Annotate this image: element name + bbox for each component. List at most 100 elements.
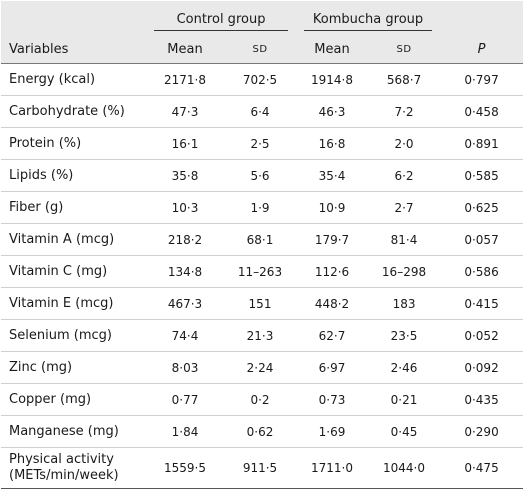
- value-cell: 16–298: [368, 255, 441, 288]
- variable-cell: Selenium (mcg): [1, 319, 146, 352]
- value-cell: 1·69: [296, 415, 369, 448]
- value-cell: 0·797: [440, 63, 524, 96]
- value-cell: 6·2: [368, 159, 441, 192]
- value-cell: 47·3: [146, 95, 224, 128]
- value-cell: 0·586: [440, 255, 524, 288]
- value-cell: 1559·5: [146, 447, 224, 489]
- value-cell: 68·1: [224, 223, 297, 256]
- table-row: Fiber (g) 10·3 1·9 10·9 2·7 0·625: [1, 191, 524, 224]
- value-cell: 1044·0: [368, 447, 441, 489]
- value-cell: 16·1: [146, 127, 224, 160]
- variable-cell: Carbohydrate (%): [1, 95, 146, 128]
- value-cell: 16·8: [296, 127, 369, 160]
- value-cell: 0·052: [440, 319, 524, 352]
- value-cell: 46·3: [296, 95, 369, 128]
- value-cell: 151: [224, 287, 297, 320]
- table-row: Manganese (mg) 1·84 0·62 1·69 0·45 0·290: [1, 415, 524, 448]
- variable-cell: Lipids (%): [1, 159, 146, 192]
- value-cell: 0·73: [296, 383, 369, 416]
- value-cell: 35·4: [296, 159, 369, 192]
- variable-cell: Manganese (mg): [1, 415, 146, 448]
- value-cell: 10·3: [146, 191, 224, 224]
- value-cell: 74·4: [146, 319, 224, 352]
- value-cell: 0·092: [440, 351, 524, 384]
- value-cell: 6·97: [296, 351, 369, 384]
- table-row: Energy (kcal) 2171·8 702·5 1914·8 568·7 0·797: [1, 63, 524, 96]
- table-row: Selenium (mcg) 74·4 21·3 62·7 23·5 0·052: [1, 319, 524, 352]
- value-cell: 11–263: [224, 255, 297, 288]
- value-cell: 0·891: [440, 127, 524, 160]
- value-cell: 2·5: [224, 127, 297, 160]
- value-cell: 8·03: [146, 351, 224, 384]
- variable-cell: Fiber (g): [1, 191, 146, 224]
- value-cell: 1711·0: [296, 447, 369, 489]
- value-cell: 0·625: [440, 191, 524, 224]
- variable-cell: Vitamin C (mg): [1, 255, 146, 288]
- value-cell: 5·6: [224, 159, 297, 192]
- variable-cell: Copper (mg): [1, 383, 146, 416]
- value-cell: 467·3: [146, 287, 224, 320]
- value-cell: 0·475: [440, 447, 524, 489]
- group-header: Control group: [146, 1, 296, 35]
- blank: [1, 1, 146, 35]
- column-header: P: [477, 41, 486, 57]
- variable-cell: Vitamin A (mcg): [1, 223, 146, 256]
- table-header: Control group Kombucha group Variables M…: [1, 1, 524, 64]
- column-header: Mean: [314, 41, 350, 57]
- variable-cell: Vitamin E (mcg): [1, 287, 146, 320]
- table-row: Vitamin E (mcg) 467·3 151 448·2 183 0·415: [1, 287, 524, 320]
- value-cell: 0·057: [440, 223, 524, 256]
- table-row: Lipids (%) 35·8 5·6 35·4 6·2 0·585: [1, 159, 524, 192]
- column-header: Variables: [9, 41, 69, 57]
- value-cell: 183: [368, 287, 441, 320]
- column-header: SD: [252, 43, 268, 55]
- value-cell: 2171·8: [146, 63, 224, 96]
- value-cell: 2·46: [368, 351, 441, 384]
- value-cell: 0·458: [440, 95, 524, 128]
- value-cell: 35·8: [146, 159, 224, 192]
- variable-cell: Zinc (mg): [1, 351, 146, 384]
- value-cell: 10·9: [296, 191, 369, 224]
- value-cell: 7·2: [368, 95, 441, 128]
- value-cell: 21·3: [224, 319, 297, 352]
- value-cell: 1914·8: [296, 63, 369, 96]
- group-label: Kombucha group: [304, 12, 433, 31]
- value-cell: 1·9: [224, 191, 297, 224]
- value-cell: 0·45: [368, 415, 441, 448]
- table-row: Copper (mg) 0·77 0·2 0·73 0·21 0·435: [1, 383, 524, 416]
- value-cell: 568·7: [368, 63, 441, 96]
- value-cell: 218·2: [146, 223, 224, 256]
- value-cell: 448·2: [296, 287, 369, 320]
- nutrition-table: Control group Kombucha group Variables M…: [1, 1, 524, 489]
- value-cell: 911·5: [224, 447, 297, 489]
- table-row: Physical activity (METs/min/week) 1559·5 9…: [1, 447, 524, 489]
- table-body: Energy (kcal) 2171·8 702·5 1914·8 568·7 0·797…: [1, 63, 524, 489]
- group-label: Control group: [154, 12, 289, 31]
- table-row: Vitamin C (mg) 134·8 11–263 112·6 16–298 0·58…: [1, 255, 524, 288]
- value-cell: 23·5: [368, 319, 441, 352]
- value-cell: 81·4: [368, 223, 441, 256]
- column-header: SD: [396, 43, 412, 55]
- value-cell: 0·435: [440, 383, 524, 416]
- value-cell: 0·290: [440, 415, 524, 448]
- variable-cell: Protein (%): [1, 127, 146, 160]
- value-cell: 0·21: [368, 383, 441, 416]
- value-cell: 0·77: [146, 383, 224, 416]
- table-row: Vitamin A (mcg) 218·2 68·1 179·7 81·4 0·057: [1, 223, 524, 256]
- value-cell: 0·585: [440, 159, 524, 192]
- value-cell: 0·415: [440, 287, 524, 320]
- value-cell: 0·2: [224, 383, 297, 416]
- blank: [440, 1, 523, 35]
- table-row: Zinc (mg) 8·03 2·24 6·97 2·46 0·092: [1, 351, 524, 384]
- table-row: Carbohydrate (%) 47·3 6·4 46·3 7·2 0·458: [1, 95, 524, 128]
- variable-cell: Physical activity (METs/min/week): [1, 447, 146, 489]
- value-cell: 6·4: [224, 95, 297, 128]
- value-cell: 2·0: [368, 127, 441, 160]
- value-cell: 134·8: [146, 255, 224, 288]
- value-cell: 0·62: [224, 415, 297, 448]
- value-cell: 62·7: [296, 319, 369, 352]
- table-row: Protein (%) 16·1 2·5 16·8 2·0 0·891: [1, 127, 524, 160]
- value-cell: 702·5: [224, 63, 297, 96]
- value-cell: 2·24: [224, 351, 297, 384]
- value-cell: 2·7: [368, 191, 441, 224]
